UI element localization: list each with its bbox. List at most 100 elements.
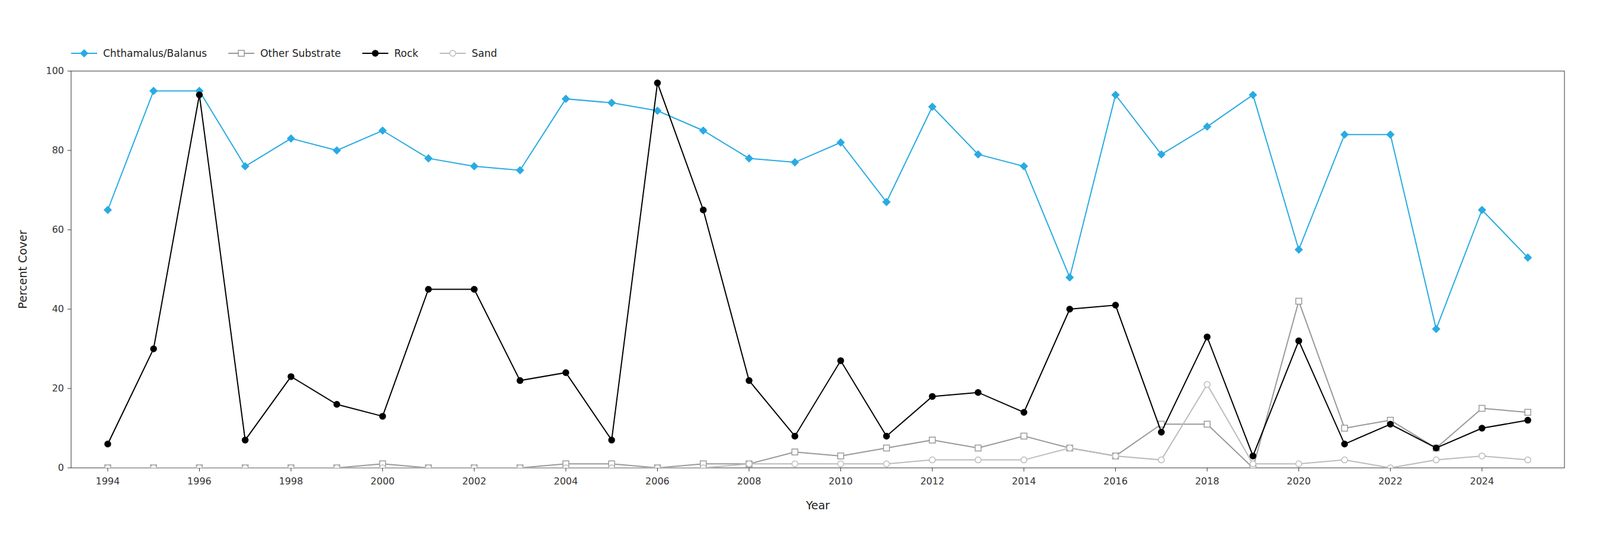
data-point bbox=[1112, 453, 1119, 460]
legend-entry: Rock bbox=[362, 47, 419, 60]
data-point bbox=[929, 393, 936, 400]
series-line bbox=[107, 384, 1528, 469]
data-point bbox=[929, 437, 936, 444]
x-tick bbox=[1023, 468, 1024, 472]
data-point bbox=[929, 457, 936, 464]
data-point bbox=[517, 378, 524, 384]
x-tick-label: 2022 bbox=[1378, 475, 1403, 488]
data-point bbox=[1112, 302, 1119, 309]
legend-marker bbox=[238, 50, 245, 57]
y-tick bbox=[67, 229, 72, 231]
data-point bbox=[516, 167, 524, 175]
data-point bbox=[883, 461, 890, 467]
data-point bbox=[1386, 130, 1394, 139]
data-point bbox=[883, 433, 890, 440]
y-tick-label: 80 bbox=[52, 144, 64, 156]
data-point bbox=[562, 465, 569, 469]
data-point bbox=[1204, 421, 1211, 428]
x-tick-label: 1996 bbox=[187, 475, 212, 488]
data-point bbox=[975, 389, 982, 396]
x-tick bbox=[107, 468, 108, 472]
data-point bbox=[791, 433, 798, 440]
y-tick bbox=[67, 309, 72, 310]
data-point bbox=[1066, 306, 1073, 313]
data-point bbox=[1296, 461, 1302, 467]
x-tick-label: 1998 bbox=[279, 475, 304, 488]
legend-entry: Sand bbox=[439, 47, 498, 60]
data-point bbox=[471, 286, 478, 293]
data-point bbox=[1341, 441, 1348, 448]
data-point bbox=[333, 146, 341, 155]
data-point bbox=[1387, 465, 1394, 469]
data-point bbox=[425, 465, 432, 469]
data-point bbox=[1524, 254, 1532, 262]
data-point bbox=[470, 162, 478, 171]
x-tick bbox=[840, 468, 841, 472]
x-tick bbox=[1481, 468, 1483, 472]
data-point bbox=[288, 465, 294, 469]
data-point bbox=[1524, 457, 1531, 464]
plot-area bbox=[104, 80, 1532, 469]
data-point bbox=[379, 465, 386, 469]
data-point bbox=[242, 437, 249, 444]
x-tick-label: 2012 bbox=[920, 475, 945, 488]
legend-marker bbox=[372, 50, 379, 57]
data-point bbox=[104, 465, 111, 469]
data-point bbox=[288, 465, 294, 469]
x-tick bbox=[290, 468, 292, 472]
data-point bbox=[104, 206, 112, 214]
data-point bbox=[1478, 206, 1486, 214]
x-tick-label: 2008 bbox=[737, 475, 762, 488]
data-point bbox=[196, 91, 203, 98]
data-point bbox=[1524, 409, 1531, 416]
plot-frame bbox=[71, 71, 1565, 469]
data-point bbox=[654, 80, 661, 86]
data-point bbox=[975, 445, 982, 452]
data-point bbox=[150, 465, 157, 469]
axes: 1994199619982000200220042006200820102012… bbox=[45, 65, 1494, 488]
x-tick bbox=[1298, 468, 1299, 472]
y-axis-label: Percent Cover bbox=[16, 229, 30, 309]
legend-label: Rock bbox=[394, 47, 419, 60]
data-point bbox=[653, 107, 661, 115]
y-tick bbox=[67, 71, 72, 72]
data-point bbox=[104, 441, 111, 448]
data-point bbox=[882, 198, 891, 206]
x-tick-label: 2020 bbox=[1286, 475, 1311, 488]
data-point bbox=[196, 465, 203, 469]
data-point bbox=[1066, 445, 1073, 452]
data-point bbox=[333, 465, 340, 469]
data-point bbox=[700, 207, 707, 214]
data-point bbox=[471, 465, 478, 469]
x-tick bbox=[932, 468, 933, 472]
data-point bbox=[1432, 325, 1440, 334]
y-tick-label: 0 bbox=[58, 462, 64, 474]
data-point bbox=[608, 437, 615, 444]
y-tick-label: 60 bbox=[52, 224, 64, 236]
series-line bbox=[107, 82, 1528, 457]
data-point bbox=[150, 465, 157, 469]
x-tick-label: 2000 bbox=[370, 475, 395, 488]
data-point bbox=[1249, 91, 1257, 99]
x-tick bbox=[1390, 468, 1391, 472]
data-point bbox=[1433, 445, 1440, 452]
data-point bbox=[746, 378, 752, 384]
y-tick-label: 20 bbox=[52, 382, 64, 395]
data-point bbox=[654, 465, 661, 469]
data-point bbox=[471, 465, 478, 469]
data-point bbox=[424, 154, 432, 162]
data-point bbox=[379, 413, 386, 420]
data-point bbox=[791, 158, 799, 166]
data-point bbox=[517, 465, 524, 469]
data-point bbox=[1433, 445, 1440, 452]
data-point bbox=[242, 465, 249, 469]
data-point bbox=[1479, 405, 1486, 412]
data-point bbox=[791, 461, 798, 467]
data-point bbox=[1021, 457, 1027, 464]
data-point bbox=[928, 103, 936, 111]
x-tick bbox=[1207, 468, 1208, 472]
legend: Chthamalus/BalanusOther SubstrateRockSan… bbox=[71, 47, 498, 60]
series bbox=[104, 87, 1532, 334]
legend-entry: Chthamalus/Balanus bbox=[71, 47, 207, 60]
data-point bbox=[1341, 457, 1348, 464]
